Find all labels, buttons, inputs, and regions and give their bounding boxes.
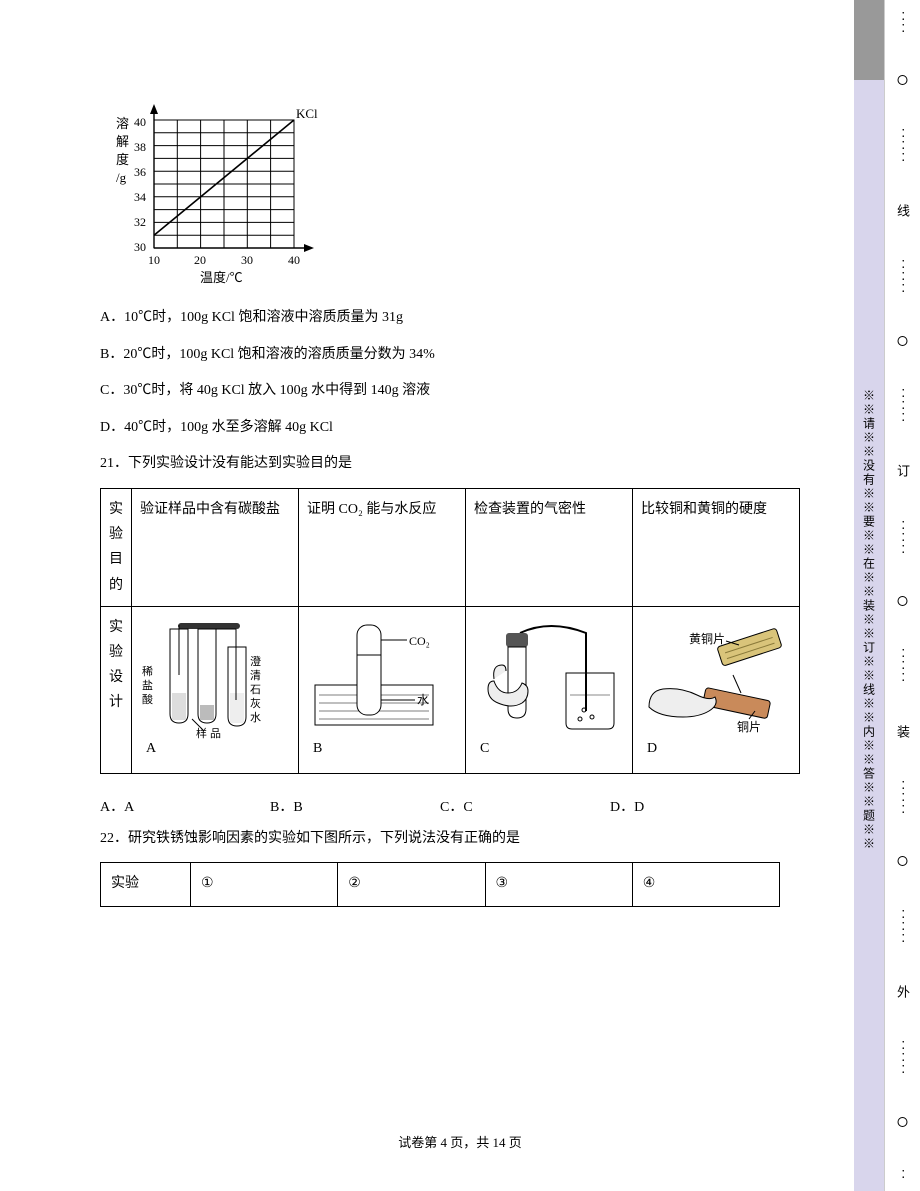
q21-choice-C: C．C	[440, 796, 610, 816]
diag-A-label: A	[146, 736, 156, 761]
svg-text:38: 38	[134, 140, 146, 154]
q22-h2: ②	[338, 863, 485, 906]
diag-D-label: D	[647, 736, 657, 761]
q22-h3: ③	[485, 863, 632, 906]
purpose-A: 验证样品中含有碳酸盐	[132, 488, 299, 606]
q21-choices: A．A B．B C．C D．D	[100, 796, 780, 816]
q21-stem: 21．下列实验设计没有能达到实验目的是	[100, 451, 800, 478]
q22-table: 实验 ① ② ③ ④	[100, 862, 780, 906]
svg-text:40: 40	[288, 253, 300, 267]
y-label-3: /g	[116, 170, 127, 185]
purpose-C: 检查装置的气密性	[466, 488, 633, 606]
svg-text:酸: 酸	[142, 692, 153, 706]
row1-label: 实验目的	[101, 488, 132, 606]
svg-text:稀: 稀	[142, 665, 153, 678]
svg-text:清: 清	[250, 669, 261, 682]
svg-text:36: 36	[134, 165, 146, 179]
solubility-chart: 溶 解 度 /g 40 38 36 34 32 30	[110, 100, 310, 290]
gutter-warning-text: ※※请※※没有※※要※※在※※装※※订※※线※※内※※答※※题※※	[861, 100, 878, 1140]
diagram-D: 黄铜片 铜片 D	[633, 606, 800, 773]
svg-text:品: 品	[210, 727, 221, 740]
svg-text:40: 40	[134, 115, 146, 129]
diagram-C: C	[466, 606, 633, 773]
svg-text:30: 30	[134, 240, 146, 254]
content-area: 溶 解 度 /g 40 38 36 34 32 30	[100, 0, 800, 907]
svg-text:盐: 盐	[142, 679, 153, 692]
diagram-A: 稀 盐 酸 样 品 澄 清 石 灰 水 A	[132, 606, 299, 773]
svg-text:CO₂: CO₂	[409, 634, 430, 648]
svg-text:水: 水	[250, 711, 261, 724]
svg-text:石: 石	[250, 684, 261, 696]
svg-text:10: 10	[148, 253, 160, 267]
q21-choice-B: B．B	[270, 796, 440, 816]
gutter-col-2: ︰︰ ︰︰︰ 线 ︰︰︰ ︰︰︰ 订 ︰︰︰ ︰︰︰ 装 ︰︰︰ ︰︰︰ 外 ︰…	[884, 0, 920, 1191]
option-A: A．10℃时，100g KCl 饱和溶液中溶质质量为 31g	[100, 305, 800, 332]
page-footer: 试卷第 4 页，共 14 页	[0, 1132, 920, 1151]
row2-label: 实验设计	[101, 606, 132, 773]
svg-text:20: 20	[194, 253, 206, 267]
diag-C-label: C	[480, 736, 489, 761]
option-D: D．40℃时，100g 水至多溶解 40g KCl	[100, 415, 800, 442]
svg-text:30: 30	[241, 253, 253, 267]
svg-text:灰: 灰	[250, 696, 261, 710]
series-label: KCl	[296, 106, 318, 121]
svg-text:铜片: 铜片	[737, 719, 761, 734]
gutter-col-1: ※※请※※没有※※要※※在※※装※※订※※线※※内※※答※※题※※	[854, 0, 884, 1191]
q22-h4: ④	[632, 863, 779, 906]
purpose-B: 证明 CO₂ 能与水反应	[299, 488, 466, 606]
binding-gutter: ※※请※※没有※※要※※在※※装※※订※※线※※内※※答※※题※※ ︰︰ ︰︰︰…	[854, 0, 920, 1191]
svg-text:黄铜片: 黄铜片	[689, 631, 725, 646]
q22-stem: 22．研究铁锈蚀影响因素的实验如下图所示，下列说法没有正确的是	[100, 826, 800, 853]
q21-choice-A: A．A	[100, 796, 270, 816]
option-B: B．20℃时，100g KCl 饱和溶液的溶质质量分数为 34%	[100, 342, 800, 369]
svg-text:澄: 澄	[250, 654, 261, 668]
q22-h0: 实验	[101, 863, 191, 906]
y-label-2: 度	[116, 152, 129, 167]
purpose-D: 比较铜和黄铜的硬度	[633, 488, 800, 606]
svg-text:34: 34	[134, 190, 146, 204]
diag-B-label: B	[313, 736, 322, 761]
svg-text:水: 水	[417, 693, 429, 707]
svg-text:32: 32	[134, 215, 146, 229]
x-axis-label: 温度/℃	[200, 270, 243, 285]
y-label-1: 解	[116, 134, 129, 149]
page: 溶 解 度 /g 40 38 36 34 32 30	[0, 0, 920, 1191]
y-label-0: 溶	[116, 116, 129, 131]
q21-table: 实验目的 验证样品中含有碳酸盐 证明 CO₂ 能与水反应 检查装置的气密性 比较…	[100, 488, 800, 774]
option-C: C．30℃时，将 40g KCl 放入 100g 水中得到 140g 溶液	[100, 378, 800, 405]
diagram-B: CO₂ 水 B	[299, 606, 466, 773]
q22-h1: ①	[191, 863, 338, 906]
q21-choice-D: D．D	[610, 796, 780, 816]
